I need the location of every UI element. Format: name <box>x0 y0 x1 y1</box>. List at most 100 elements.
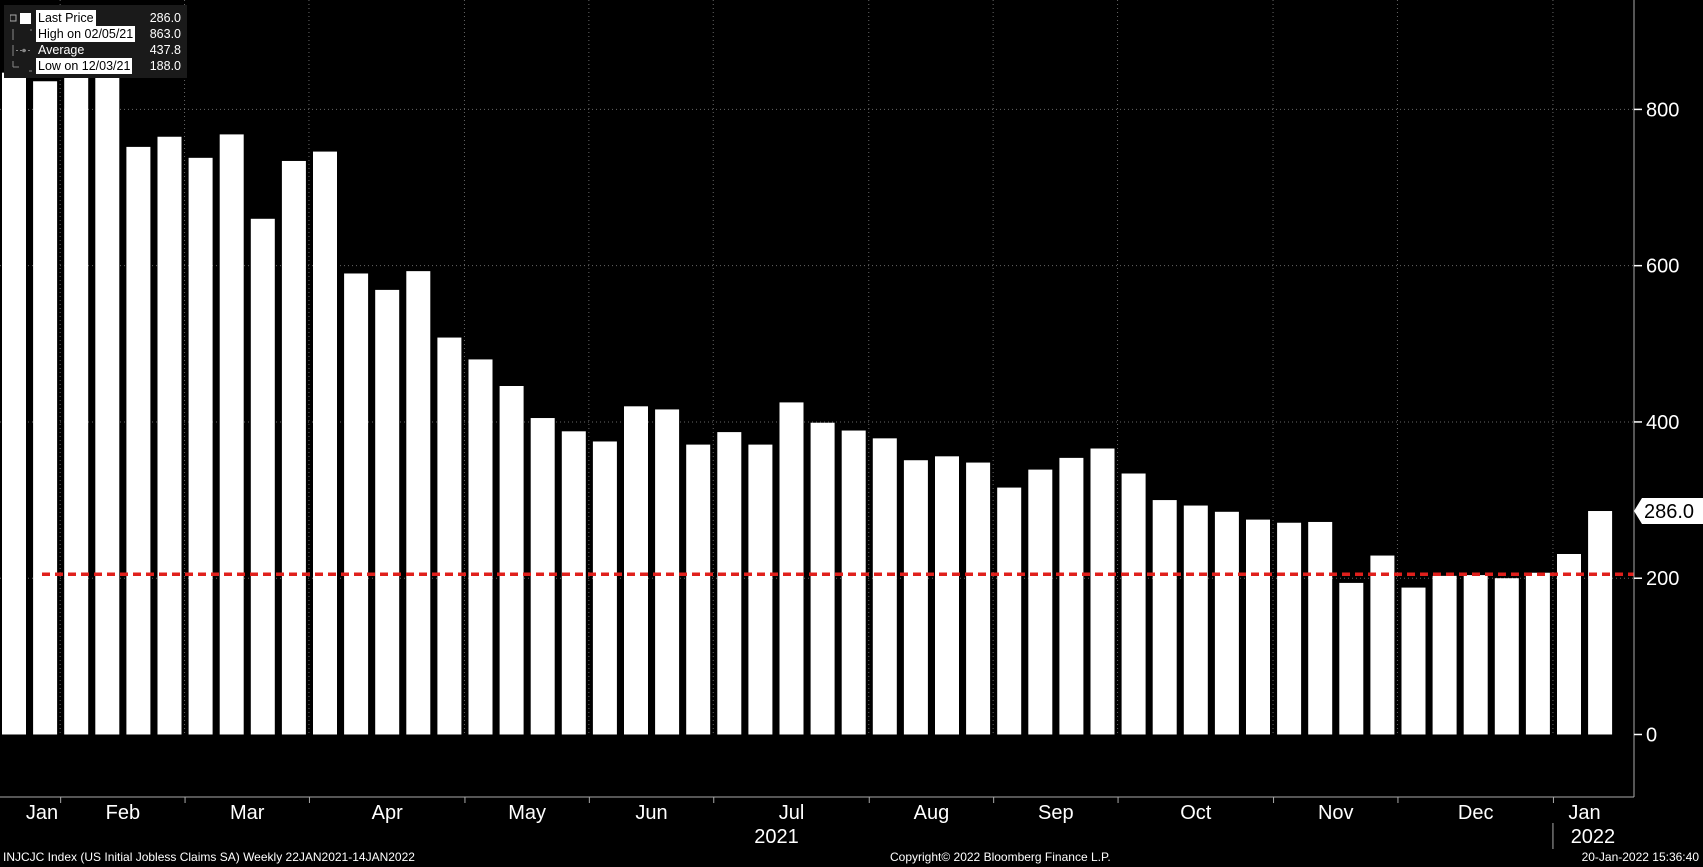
legend-last-icon <box>10 13 31 24</box>
y-tick-label: 400 <box>1646 412 1679 434</box>
bar <box>592 441 617 735</box>
bar <box>1214 511 1239 735</box>
legend-last-value: 286.0 <box>149 11 181 25</box>
bar <box>375 289 400 735</box>
bar <box>1028 469 1053 735</box>
legend-row-average: Average 437.8 <box>4 42 187 58</box>
bar-series <box>2 60 1613 735</box>
axes <box>0 0 1635 798</box>
y-axis-ticks: 0 200 400 600 800 <box>1634 99 1679 746</box>
month-label: Apr <box>372 802 403 824</box>
bar <box>64 60 89 735</box>
bar <box>779 402 804 735</box>
bar <box>1339 582 1364 735</box>
bar <box>437 337 462 735</box>
bar <box>1463 575 1488 735</box>
bar <box>406 271 431 735</box>
bar <box>966 462 991 735</box>
bar <box>810 422 835 735</box>
year-label-2022: 2022 <box>1571 826 1616 848</box>
bar <box>344 273 369 735</box>
month-label: Mar <box>230 802 265 824</box>
legend-average-icon <box>12 45 32 56</box>
last-value-marker: 286.0 <box>1634 498 1703 525</box>
bar <box>157 136 182 735</box>
legend-row-high: High on 02/05/21 863.0 <box>4 26 187 42</box>
bar <box>188 157 213 735</box>
month-label: Jan <box>26 802 58 824</box>
footer-index-description: INJCJC Index (US Initial Jobless Claims … <box>3 850 415 864</box>
bar <box>1401 587 1426 735</box>
bar <box>1525 572 1550 735</box>
month-label: Oct <box>1180 802 1212 824</box>
bar <box>1308 521 1333 735</box>
legend-high-value: 863.0 <box>149 27 181 41</box>
legend-last-label: Last Price <box>36 10 96 26</box>
bar <box>1370 555 1395 735</box>
bar <box>997 487 1022 735</box>
y-tick-label: 200 <box>1646 568 1679 590</box>
grid-lines <box>0 0 1634 735</box>
y-tick-label: 800 <box>1646 99 1679 121</box>
bar <box>748 444 773 735</box>
month-label: Sep <box>1038 802 1074 824</box>
bar <box>530 418 555 735</box>
month-label: Jun <box>635 802 667 824</box>
month-label: Nov <box>1318 802 1354 824</box>
last-value-label: 286.0 <box>1644 501 1694 523</box>
month-label: Dec <box>1458 802 1494 824</box>
bar <box>2 72 26 735</box>
bar <box>1152 500 1177 735</box>
bar <box>1059 457 1084 735</box>
bar <box>1183 505 1208 735</box>
bar <box>1277 522 1302 735</box>
legend-row-low: Low on 12/03/21 188.0 <box>4 58 187 74</box>
legend-low-value: 188.0 <box>149 59 181 73</box>
bar <box>872 438 897 735</box>
legend-high-icon <box>12 29 32 40</box>
bar <box>903 460 928 735</box>
legend-low-icon <box>12 61 32 72</box>
footer-timestamp: 20-Jan-2022 15:36:40 <box>1581 850 1699 864</box>
bar <box>1121 473 1146 735</box>
last-value-tag <box>1634 498 1703 525</box>
bar <box>126 146 151 735</box>
bar <box>1246 519 1270 735</box>
bar <box>1432 575 1457 735</box>
month-label: May <box>508 802 546 824</box>
bar <box>281 160 306 735</box>
bar <box>655 409 680 735</box>
y-tick-label: 600 <box>1646 256 1679 278</box>
bar <box>841 430 866 735</box>
bar <box>935 456 959 735</box>
footer-copyright: Copyright© 2022 Bloomberg Finance L.P. <box>890 850 1111 864</box>
month-label: Jul <box>779 802 805 824</box>
year-label-2021: 2021 <box>754 826 799 848</box>
bar <box>499 385 524 735</box>
bar <box>33 81 58 735</box>
bar <box>624 406 648 735</box>
month-label: Jan <box>1568 802 1600 824</box>
bar <box>250 218 275 735</box>
bar <box>686 444 711 735</box>
x-axis-labels: Jan Feb Mar Apr May Jun Jul Aug Sep Oct Nov Dec Jan2… <box>26 797 1616 849</box>
bar <box>1494 578 1519 735</box>
y-tick-label: 0 <box>1646 724 1657 746</box>
legend-average-label: Average <box>38 43 85 57</box>
legend-row-last: Last Price 286.0 <box>4 10 187 26</box>
legend-average-value: 437.8 <box>149 43 181 57</box>
legend-box: Last Price 286.0 High on 02/05/21 863.0 … <box>4 5 187 78</box>
bar <box>1557 553 1581 735</box>
bar <box>95 71 120 735</box>
month-label: Feb <box>106 802 140 824</box>
month-label: Aug <box>914 802 950 824</box>
bar <box>717 432 742 735</box>
bar <box>1588 511 1613 735</box>
bar <box>1090 448 1115 735</box>
legend-high-label: High on 02/05/21 <box>36 26 136 42</box>
bar <box>313 151 337 735</box>
bar <box>468 359 493 735</box>
legend-low-label: Low on 12/03/21 <box>36 58 133 74</box>
bar <box>561 431 586 735</box>
